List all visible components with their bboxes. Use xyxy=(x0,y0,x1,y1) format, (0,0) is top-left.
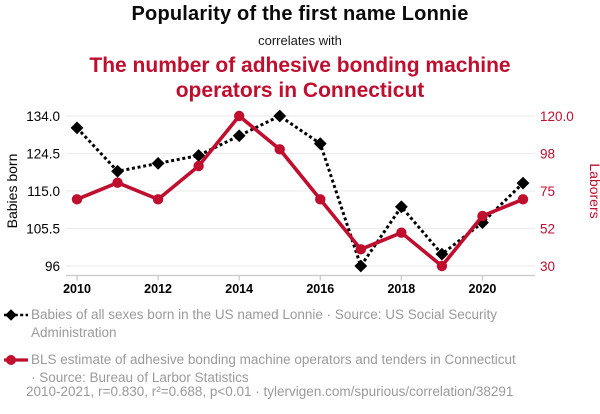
left-axis-title: Babies born xyxy=(4,154,20,229)
diamond-data-point xyxy=(232,129,246,143)
series-line-circle xyxy=(76,113,524,269)
diamond-data-point xyxy=(516,176,530,190)
page-title: Popularity of the first name Lonnie xyxy=(131,3,469,25)
diamond-data-point xyxy=(151,156,165,170)
x-axis-tick-label: 2010 xyxy=(63,282,91,296)
circle-data-point xyxy=(193,160,204,172)
left-axis-tick-label: 115.0 xyxy=(27,184,60,199)
left-axis-tick-label: 96 xyxy=(45,259,60,274)
diamond-data-point xyxy=(111,164,124,178)
right-axis-title: Laborers xyxy=(587,163,600,218)
x-axis-tick-label: 2020 xyxy=(469,282,497,296)
legend-label-babies-line1: Babies of all sexes born in the US named… xyxy=(31,307,497,322)
right-axis-tick-label: 30 xyxy=(540,259,555,274)
circle-data-point xyxy=(436,260,448,272)
circle-data-point xyxy=(274,144,285,155)
circle-data-point xyxy=(71,194,83,205)
right-axis-tick-label: 98 xyxy=(540,146,555,161)
secondary-title: The number of adhesive bonding machine o… xyxy=(89,54,511,102)
diamond-data-point xyxy=(394,200,408,214)
diamond-data-point xyxy=(273,109,287,123)
left-axis-tick-label: 105.5 xyxy=(26,221,60,236)
left-axis-tick-label: 134.0 xyxy=(26,109,60,124)
x-axis-tick-label: 2012 xyxy=(144,282,172,296)
legend-label-babies-line2: Administration xyxy=(31,324,117,340)
legend-label-laborers: BLS estimate of adhesive bonding machine… xyxy=(31,351,516,386)
circle-data-point xyxy=(315,194,326,205)
circle-data-point xyxy=(477,210,488,222)
circle-data-point xyxy=(355,244,367,255)
right-axis-tick-label: 120.0 xyxy=(540,109,574,124)
x-axis-tick-label: 2016 xyxy=(306,282,334,296)
x-axis-tick-label: 2018 xyxy=(387,282,415,296)
x-axis-tick-label: 2014 xyxy=(225,282,253,296)
legend-item-babies: Babies of all sexes born in the US named… xyxy=(4,306,594,341)
circle-data-point xyxy=(112,177,123,188)
right-axis-tick-label: 52 xyxy=(540,221,555,236)
chart-legend: Babies of all sexes born in the US named… xyxy=(4,306,594,396)
diamond-data-point xyxy=(354,259,368,273)
diamond-data-point xyxy=(313,137,327,151)
left-axis-tick-label: 124.5 xyxy=(26,146,60,161)
circle-data-point xyxy=(152,194,164,205)
circle-data-point xyxy=(233,110,245,122)
legend-label-laborers-line1: BLS estimate of adhesive bonding machine… xyxy=(31,352,516,367)
legend-label-laborers-line2: · Source: Bureau of Larbor Statistics xyxy=(31,369,249,385)
circle-data-point xyxy=(517,194,529,205)
footer-stats: 2010-2021, r=0.830, r²=0.688, p<0.01 · t… xyxy=(26,384,514,399)
series-line-diamond xyxy=(75,114,525,270)
diamond-data-point xyxy=(435,247,449,261)
circle-data-point xyxy=(396,227,407,238)
circle-solid-marker-icon xyxy=(4,355,28,365)
diamond-data-point xyxy=(70,121,84,135)
chart-canvas: 134.0 120.0 124.5 98 115.0 75 105.5 52 96 30 2010 2… xyxy=(4,109,600,296)
legend-item-laborers: BLS estimate of adhesive bonding machine… xyxy=(4,351,594,386)
chart-area: 134.0 120.0 124.5 98 115.0 75 105.5 52 96 30 2010 2… xyxy=(0,105,600,305)
legend-label-babies: Babies of all sexes born in the US named… xyxy=(31,306,497,341)
diamond-dashed-marker-icon xyxy=(4,309,28,321)
right-axis-tick-label: 75 xyxy=(540,184,555,199)
correlates-with-label: correlates with xyxy=(258,33,342,48)
